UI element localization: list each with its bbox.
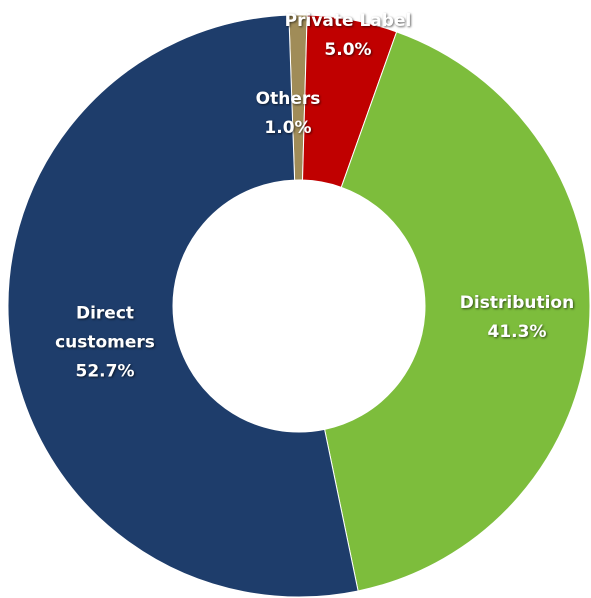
slice-label: Direct customers 52.7% <box>50 300 160 387</box>
value-label: 41.3% <box>487 322 547 342</box>
value-label: 52.7% <box>75 361 135 382</box>
slice-label: Private Label 5.0% <box>285 7 412 65</box>
value-label: 5.0% <box>324 40 372 60</box>
donut-slice <box>7 14 359 598</box>
category-label: Others <box>255 89 321 109</box>
slice-label: Others 1.0% <box>256 85 321 143</box>
value-label: 1.0% <box>264 118 312 138</box>
category-label: Direct customers <box>55 303 155 353</box>
slice-label: Distribution 41.3% <box>460 289 574 347</box>
donut-slice <box>324 31 591 592</box>
category-label: Distribution <box>459 293 575 313</box>
category-label: Private Label <box>284 11 412 31</box>
